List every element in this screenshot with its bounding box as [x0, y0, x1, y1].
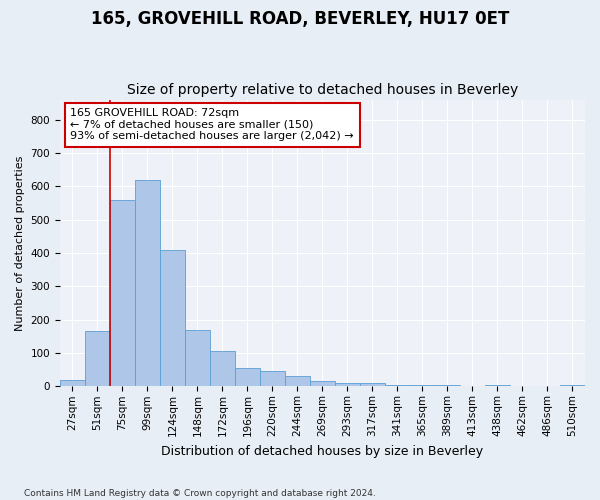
Bar [410, 384, 435, 386]
Bar [310, 382, 335, 386]
Bar [385, 384, 410, 386]
Bar [110, 200, 135, 386]
Bar [435, 384, 460, 386]
Bar [210, 352, 235, 386]
Text: Contains HM Land Registry data © Crown copyright and database right 2024.: Contains HM Land Registry data © Crown c… [24, 488, 376, 498]
Bar [560, 384, 585, 386]
Bar [485, 384, 510, 386]
Text: 165 GROVEHILL ROAD: 72sqm
← 7% of detached houses are smaller (150)
93% of semi-: 165 GROVEHILL ROAD: 72sqm ← 7% of detach… [70, 108, 354, 142]
Bar [160, 250, 185, 386]
Title: Size of property relative to detached houses in Beverley: Size of property relative to detached ho… [127, 83, 518, 97]
Bar [360, 383, 385, 386]
Bar [185, 330, 210, 386]
Text: 165, GROVEHILL ROAD, BEVERLEY, HU17 0ET: 165, GROVEHILL ROAD, BEVERLEY, HU17 0ET [91, 10, 509, 28]
Y-axis label: Number of detached properties: Number of detached properties [15, 156, 25, 330]
Bar [260, 372, 285, 386]
Bar [85, 332, 110, 386]
Bar [335, 383, 360, 386]
Bar [135, 180, 160, 386]
Bar [235, 368, 260, 386]
Bar [285, 376, 310, 386]
X-axis label: Distribution of detached houses by size in Beverley: Distribution of detached houses by size … [161, 444, 484, 458]
Bar [60, 380, 85, 386]
